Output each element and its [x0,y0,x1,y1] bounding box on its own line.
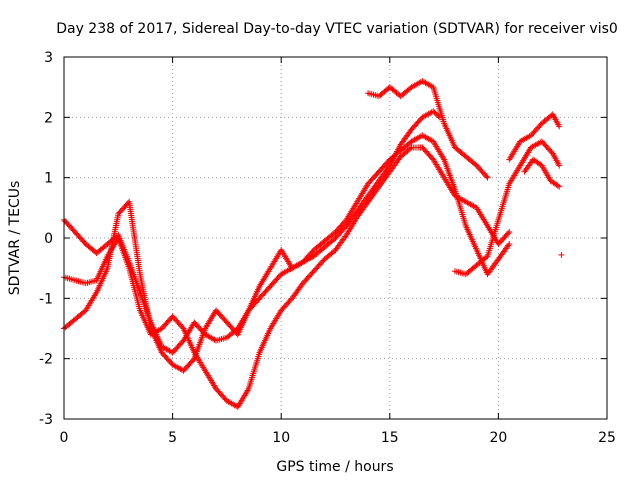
data-point [556,162,563,169]
y-tick-label: 1 [44,171,53,187]
data-point [548,149,555,156]
y-tick-label: 3 [44,50,53,66]
data-point [190,357,197,364]
y-tick-label: -2 [39,352,53,368]
chart-title: Day 238 of 2017, Sidereal Day-to-day VTE… [56,21,618,37]
data-marks [61,78,565,410]
data-point [179,324,186,331]
x-axis-label: GPS time / hours [276,459,393,475]
data-point [556,183,563,190]
data-point [483,254,490,261]
data-point [505,230,512,237]
x-tick-label: 15 [381,430,399,446]
data-point [554,182,561,189]
data-point [484,174,491,181]
axis-ticks: 0 5 10 15 20 25 -3 -2 -1 0 1 2 3 [39,50,616,446]
y-tick-label: -1 [39,291,53,307]
x-tick-label: 5 [168,430,177,446]
data-point [558,251,565,258]
y-tick-label: -3 [39,412,53,428]
y-tick-label: 2 [44,110,53,126]
x-tick-label: 25 [598,430,616,446]
y-axis-label: SDTVAR / TECUs [7,181,23,296]
y-tick-label: 0 [44,231,53,247]
data-point [483,173,490,180]
data-point [506,241,513,248]
data-point [556,123,563,130]
data-point [407,145,414,152]
x-tick-label: 0 [60,430,69,446]
x-tick-label: 10 [272,430,290,446]
data-point [506,228,513,235]
grid-lines [64,57,607,419]
x-tick-label: 20 [489,430,507,446]
